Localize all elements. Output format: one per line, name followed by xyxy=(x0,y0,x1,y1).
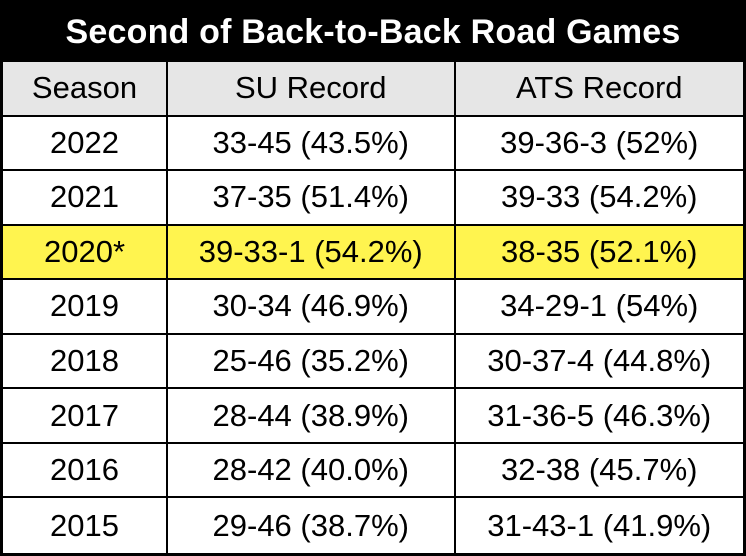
ats-record-cell: 34-29-1 (54%) xyxy=(455,280,743,335)
season-cell: 2020* xyxy=(3,225,168,281)
ats-record-cell: 31-43-1 (41.9%) xyxy=(487,507,712,543)
column-header-season: Season xyxy=(3,62,168,117)
season-cell: 2016 xyxy=(3,443,168,499)
su-record-cell: 28-44 (38.9%) xyxy=(168,389,456,444)
ats-record-cell: 39-36-3 (52%) xyxy=(455,117,743,172)
column-header-ats-record: ATS Record xyxy=(455,62,743,117)
su-record-cell: 29-46 (38.7%) xyxy=(168,498,456,553)
su-record-cell: 25-46 (35.2%) xyxy=(168,334,456,390)
su-record-cell: 39-33-1 (54.2%) xyxy=(168,225,456,281)
table-title: Second of Back-to-Back Road Games xyxy=(3,3,743,62)
ats-record-cell: 30-37-4 (44.8%) xyxy=(455,335,743,390)
su-record-cell: 28-42 (40.0%) xyxy=(168,443,456,499)
season-cell: 2021 xyxy=(3,171,168,226)
season-cell: 2018 xyxy=(3,334,168,390)
ats-record-cell: 31-36-5 (46.3%) xyxy=(455,389,743,444)
ats-record-cell: 39-33 (54.2%) xyxy=(455,171,743,226)
ats-record-cell: 38-35 (52.1%) xyxy=(455,225,743,281)
su-record-cell: 33-45 (43.5%) xyxy=(168,116,456,172)
ats-record-cell: 32-38 (45.7%) xyxy=(455,444,743,499)
season-cell: 2019 xyxy=(3,280,168,335)
su-record-cell: 37-35 (51.4%) xyxy=(168,171,456,226)
su-record-cell: 30-34 (46.9%) xyxy=(168,280,456,335)
season-cell: 2017 xyxy=(3,389,168,444)
column-header-su-record: SU Record xyxy=(168,62,456,117)
season-cell: 2022 xyxy=(3,116,168,172)
season-cell: 2015 xyxy=(3,498,168,553)
